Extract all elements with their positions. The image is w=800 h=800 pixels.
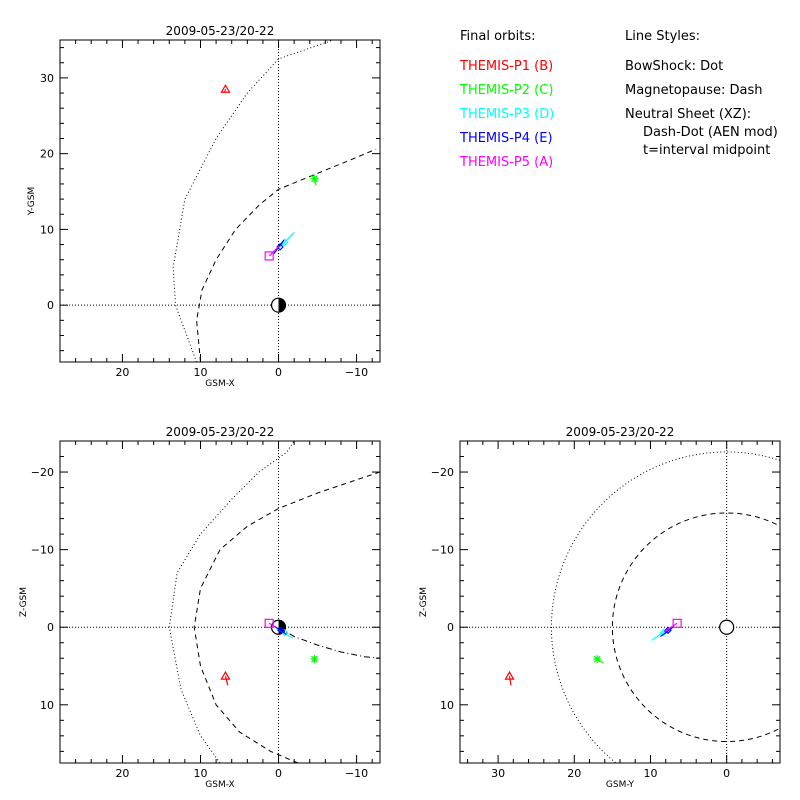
bowshock-curve xyxy=(550,451,780,763)
probe-track xyxy=(274,625,287,635)
probe-track xyxy=(508,676,512,686)
earth-night-side xyxy=(278,298,286,313)
probe-marker-triangle xyxy=(220,84,231,93)
y-tick-label: 0 xyxy=(47,299,54,312)
panel-yz-title: 2009-05-23/20-22 xyxy=(566,425,675,439)
legend-styles-title: Line Styles: xyxy=(625,29,700,44)
y-tick-label: 10 xyxy=(440,699,454,712)
panel-yz-inner xyxy=(460,441,780,763)
x-tick-label: 10 xyxy=(193,767,207,780)
probe-track xyxy=(268,245,280,257)
y-tick-label: 0 xyxy=(447,621,454,634)
x-tick-label: 20 xyxy=(115,767,129,780)
y-tick-label: 30 xyxy=(40,72,54,85)
y-tick-label: 20 xyxy=(40,148,54,161)
panel-xz-frame xyxy=(59,440,381,764)
panel-yz-ylabel: Z-GSM xyxy=(419,587,429,617)
legend: Final orbits: Line Styles: THEMIS-P1 (B)… xyxy=(459,29,778,170)
x-tick-label: −10 xyxy=(345,767,368,780)
asterisk-stroke xyxy=(311,175,318,183)
legend-style-neutral-sheet: Neutral Sheet (XZ): xyxy=(625,107,751,122)
legend-probe-p5: THEMIS-P5 (A) xyxy=(459,155,553,170)
legend-style-bowshock: BowShock: Dot xyxy=(625,59,723,74)
legend-orbits-title: Final orbits: xyxy=(460,29,536,44)
x-tick-label: 0 xyxy=(723,767,730,780)
x-tick-label: 0 xyxy=(275,366,282,379)
bowshock-curve xyxy=(168,441,295,763)
x-tick-label: 20 xyxy=(115,366,129,379)
panel-xy-title: 2009-05-23/20-22 xyxy=(166,24,275,38)
y-tick-label: −10 xyxy=(31,544,54,557)
bowshock-curve xyxy=(172,40,334,362)
probe-track xyxy=(663,622,678,633)
asterisk-stroke xyxy=(311,655,318,663)
probe-marker-square xyxy=(264,618,274,628)
x-tick-label: 20 xyxy=(567,767,581,780)
x-tick-label: −10 xyxy=(345,366,368,379)
legend-probe-p1: THEMIS-P1 (B) xyxy=(459,59,553,74)
probe-marker-asterisk xyxy=(310,174,319,183)
legend-probe-p2: THEMIS-P2 (C) xyxy=(459,83,553,98)
panel-yz-plot: 30 20 10 0 10 0 −10 −20 xyxy=(431,440,780,780)
probe-marker-diamond xyxy=(277,626,285,635)
probe-marker-diamond xyxy=(664,626,672,635)
y-tick-label: −10 xyxy=(431,544,454,557)
legend-style-dashdot: Dash-Dot (AEN mod) xyxy=(643,125,778,140)
legend-probe-p3: THEMIS-P3 (D) xyxy=(459,107,554,122)
legend-style-midpoint: t=interval midpoint xyxy=(643,143,770,158)
y-tick-label: −20 xyxy=(431,466,454,479)
legend-probe-p4: THEMIS-P4 (E) xyxy=(459,131,553,146)
plot-layer: 20 10 0 −10 0 10 20 30 20 10 0 −10 10 0 −10 −20 30 20 10 0 1… xyxy=(31,40,780,780)
probe-track xyxy=(660,625,675,637)
earth-circle xyxy=(719,619,735,635)
x-tick-label: 0 xyxy=(275,767,282,780)
panel-xy-plot: 20 10 0 −10 0 10 20 30 xyxy=(40,40,380,379)
neutral-sheet-curve xyxy=(278,626,380,659)
probe-track xyxy=(279,231,295,248)
probe-marker-triangle xyxy=(220,670,231,680)
panel-xz-inner xyxy=(60,441,380,763)
probe-marker-asterisk xyxy=(310,655,319,664)
probe-track xyxy=(268,622,276,628)
x-tick-label: 10 xyxy=(193,366,207,379)
panel-xy-ylabel: Y-GSM xyxy=(27,187,37,216)
panel-xy-xlabel: GSM-X xyxy=(205,379,234,389)
x-tick-label: 30 xyxy=(491,767,505,780)
y-tick-label: −20 xyxy=(31,466,54,479)
asterisk-stroke xyxy=(593,655,601,663)
probe-marker-square xyxy=(672,618,682,628)
panel-yz-frame xyxy=(459,440,781,764)
panel-xz-plot: 20 10 0 −10 10 0 −10 −20 xyxy=(31,440,380,780)
probe-track xyxy=(224,675,229,686)
magnetopause-curve xyxy=(193,471,380,763)
panel-xz-title: 2009-05-23/20-22 xyxy=(166,425,275,439)
panel-xy-inner xyxy=(60,40,380,362)
y-tick-label: 10 xyxy=(40,223,54,236)
y-tick-label: 0 xyxy=(47,621,54,634)
panel-xz-ylabel: Z-GSM xyxy=(19,587,29,617)
panel-xz-xlabel: GSM-X xyxy=(205,780,234,790)
panel-xy-frame xyxy=(59,39,381,363)
y-tick-label: 10 xyxy=(40,699,54,712)
panel-yz-xlabel: GSM-Y xyxy=(606,780,635,790)
magnetopause-curve xyxy=(196,148,377,362)
legend-style-magnetopause: Magnetopause: Dash xyxy=(625,83,762,98)
probe-marker-triangle xyxy=(504,670,515,680)
x-tick-label: 10 xyxy=(643,767,657,780)
probe-marker-square xyxy=(264,251,274,261)
probe-marker-diamond xyxy=(276,243,284,251)
probe-marker-asterisk xyxy=(593,655,602,664)
